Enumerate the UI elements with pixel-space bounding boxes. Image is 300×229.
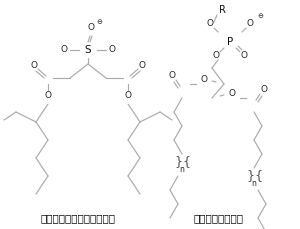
Text: O: O (260, 85, 268, 95)
Text: ⊖: ⊖ (257, 13, 263, 19)
Text: O: O (139, 62, 145, 71)
Text: O: O (200, 76, 208, 85)
Text: S: S (85, 45, 91, 55)
Text: }: } (246, 169, 254, 183)
Text: O: O (109, 46, 116, 55)
Text: P: P (227, 37, 233, 47)
Text: O: O (212, 52, 220, 60)
Text: O: O (247, 19, 254, 28)
Text: R: R (219, 5, 225, 15)
Text: n: n (180, 166, 184, 174)
Text: }: } (174, 155, 182, 169)
Text: O: O (31, 62, 38, 71)
Text: O: O (88, 24, 94, 33)
Text: n: n (252, 180, 256, 188)
Text: O: O (229, 90, 236, 98)
Text: {: { (254, 169, 262, 183)
Text: O: O (241, 52, 248, 60)
Text: ジオクチルスルホコハク酸: ジオクチルスルホコハク酸 (40, 213, 116, 223)
Text: {: { (182, 155, 190, 169)
Text: O: O (61, 46, 68, 55)
Text: グリセロリン脂質: グリセロリン脂質 (193, 213, 243, 223)
Text: O: O (206, 19, 214, 28)
Text: O: O (169, 71, 176, 81)
Text: ⊖: ⊖ (96, 19, 102, 25)
Text: O: O (44, 92, 52, 101)
Text: O: O (124, 92, 131, 101)
